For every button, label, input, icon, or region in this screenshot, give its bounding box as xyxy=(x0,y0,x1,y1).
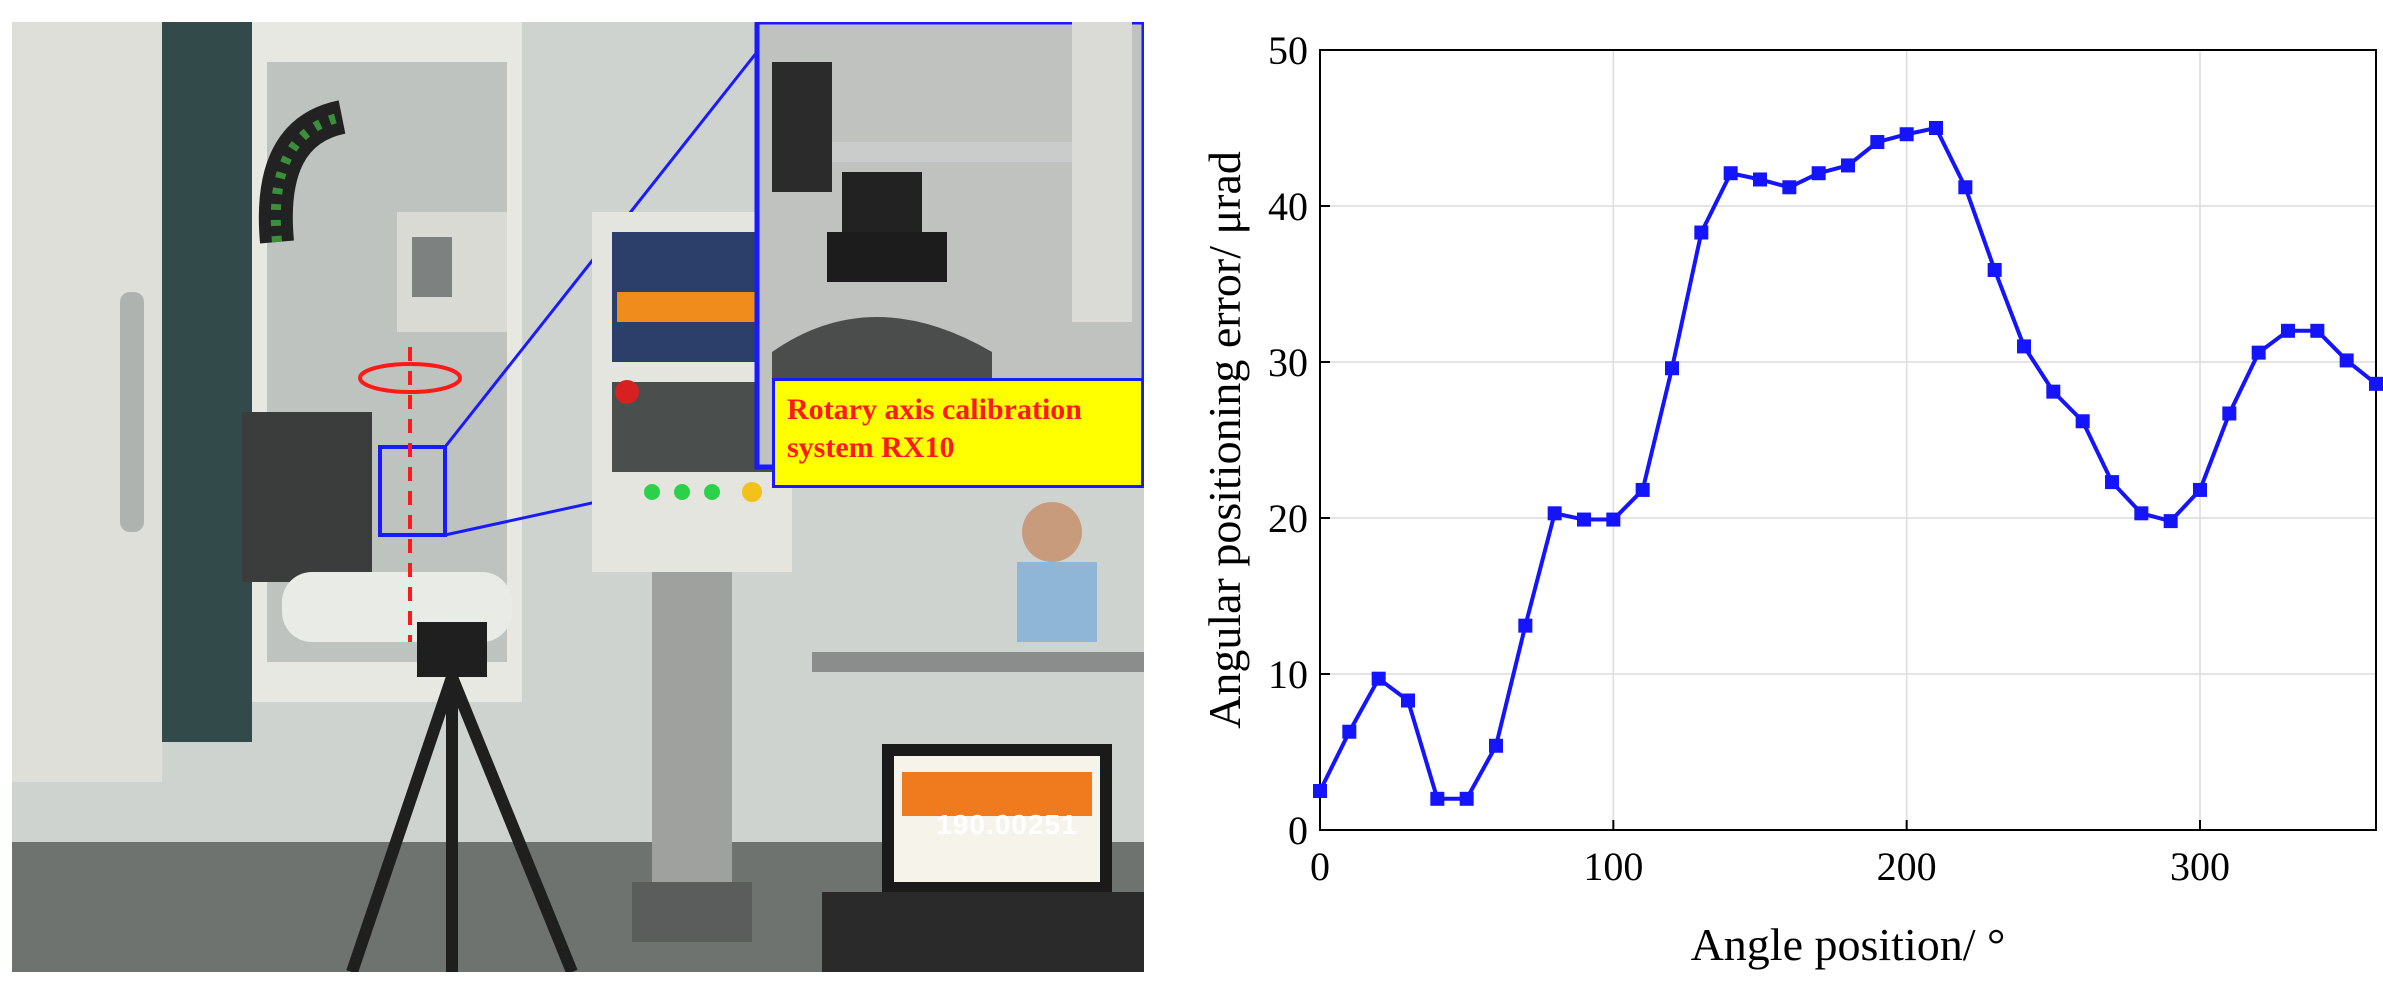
callout-line-2: system RX10 xyxy=(787,431,955,464)
data-point-marker xyxy=(1841,158,1855,173)
data-point-marker xyxy=(1371,671,1386,686)
operator xyxy=(1022,502,1082,562)
callout-label: Rotary axis calibration system RX10 xyxy=(772,378,1144,488)
zoom-box xyxy=(378,445,447,537)
y-tick-label: 40 xyxy=(1268,184,1308,229)
data-point-marker xyxy=(1577,512,1591,527)
x-tick-label: 200 xyxy=(1877,844,1937,889)
data-point-marker xyxy=(1313,784,1327,798)
data-point-marker xyxy=(2193,482,2207,497)
data-point-marker xyxy=(1753,172,1767,187)
data-point-marker xyxy=(2163,514,2178,529)
data-point-marker xyxy=(1811,166,1826,181)
x-tick-label: 300 xyxy=(2170,844,2230,889)
door-handle xyxy=(120,292,144,532)
axis-ticks: 0 10 20 30 40 50 0 100 200 300 xyxy=(1268,28,2230,889)
callout-line-1: Rotary axis calibration xyxy=(787,393,1082,426)
data-point-marker xyxy=(2310,323,2325,338)
y-tick-label: 10 xyxy=(1268,652,1308,697)
data-point-marker xyxy=(1870,135,1885,150)
y-tick-label: 0 xyxy=(1288,808,1308,853)
data-point-marker xyxy=(1665,361,1679,376)
series-line xyxy=(1318,126,2378,801)
data-point-marker xyxy=(2105,475,2119,490)
y-tick-label: 20 xyxy=(1268,496,1308,541)
data-point-marker xyxy=(2369,376,2383,391)
y-axis-title: Angular positioning error/ μrad xyxy=(1199,151,1250,729)
data-point-marker xyxy=(1489,738,1503,753)
machine-photo: Rotary axis calibration system RX10 190.… xyxy=(12,22,1144,972)
data-point-marker xyxy=(1782,180,1797,195)
plot-frame xyxy=(1319,49,2377,831)
y-tick-label: 50 xyxy=(1268,28,1308,73)
data-point-marker xyxy=(1635,482,1650,497)
data-point-marker xyxy=(1430,791,1445,806)
series-group xyxy=(1313,121,2383,806)
data-point-marker xyxy=(2046,384,2061,399)
data-point-marker xyxy=(1401,693,1415,708)
data-point-marker xyxy=(1899,127,1914,142)
data-point-marker xyxy=(2251,345,2266,360)
data-point-marker xyxy=(2222,406,2237,421)
rotary-table xyxy=(242,412,372,582)
data-point-marker xyxy=(1518,618,1533,633)
data-point-marker xyxy=(1958,180,1973,195)
data-point-marker xyxy=(1459,791,1474,806)
error-chart: 0 10 20 30 40 50 0 100 200 300 Angle position/ ° … xyxy=(1180,0,2383,1000)
data-point-marker xyxy=(1723,166,1738,181)
data-point-marker xyxy=(2075,414,2090,429)
y-tick-label: 30 xyxy=(1268,340,1308,385)
data-point-marker xyxy=(1929,121,1943,135)
cable-chain xyxy=(258,100,347,244)
x-axis-title: Angle position/ ° xyxy=(1691,919,2006,970)
laptop-display-reading: 190.00251 xyxy=(936,809,1078,840)
data-point-marker xyxy=(2134,506,2149,521)
rotation-arrow-icon xyxy=(358,362,462,394)
data-point-marker xyxy=(1606,512,1621,527)
data-point-marker xyxy=(2017,339,2031,354)
x-tick-label: 0 xyxy=(1310,844,1330,889)
data-point-marker xyxy=(1694,225,1709,240)
data-point-marker xyxy=(2281,323,2295,338)
data-point-marker xyxy=(2339,353,2354,368)
data-point-marker xyxy=(1342,724,1357,739)
x-tick-label: 100 xyxy=(1583,844,1643,889)
data-point-marker xyxy=(1987,262,2002,277)
data-point-marker xyxy=(1547,506,1562,521)
